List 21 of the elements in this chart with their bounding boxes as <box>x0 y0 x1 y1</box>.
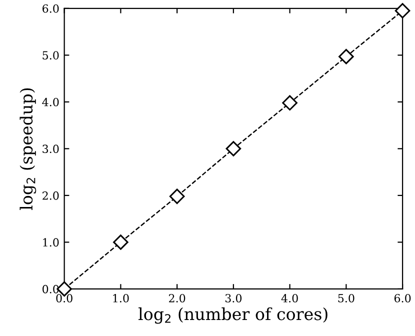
y-tick-label: 1.0 <box>43 238 59 247</box>
point <box>226 141 242 156</box>
y-tick-label: 3.0 <box>42 144 59 154</box>
point <box>169 188 185 204</box>
point <box>338 48 354 64</box>
y-tick-label: 2.0 <box>42 191 59 200</box>
point <box>282 95 298 110</box>
point <box>394 3 410 18</box>
x-tick-label: 2.0 <box>168 294 186 302</box>
x-tick-label: 5.0 <box>338 294 354 302</box>
y-tick-label: 4.0 <box>42 98 59 106</box>
x-axis-title: log$_{2}$ (number of cores) <box>138 307 328 324</box>
point <box>113 234 128 250</box>
y-tick-label: 5.0 <box>42 51 59 60</box>
x-tick-label: 3.0 <box>225 294 242 302</box>
x-tick-label: 1.0 <box>113 294 129 302</box>
x-tick-label: 6.0 <box>394 294 411 302</box>
x-tick-label: 4.0 <box>281 294 298 302</box>
y-axis-title: log$_{2}$ (speedup) <box>20 88 36 210</box>
y-tick-label: 6.0 <box>42 4 59 13</box>
x-tick-label: 0.0 <box>56 294 72 302</box>
